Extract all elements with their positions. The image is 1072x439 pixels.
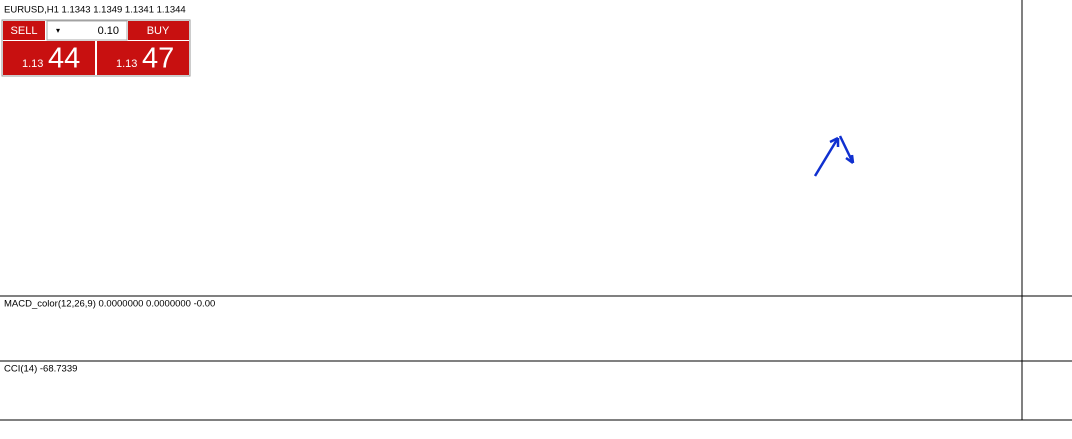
buy-price-box[interactable] [97, 41, 189, 75]
sell-price-big[interactable]: 44 [48, 43, 80, 75]
buy-price-big[interactable]: 47 [142, 43, 174, 75]
lot-down[interactable]: ▾ [56, 26, 60, 35]
sell-price-box[interactable] [3, 41, 95, 75]
trade-panel: SELL ▾ 0.10 BUY 1.13 44 1.13 47 [1, 19, 191, 77]
lot-input[interactable] [46, 20, 128, 41]
sell-button[interactable] [3, 21, 45, 40]
cci-title: CCI(14) -68.7339 [4, 364, 77, 375]
lot-value[interactable]: 0.10 [98, 25, 119, 37]
sell-price-prefix[interactable]: 1.13 [22, 58, 43, 70]
chart-header: EURUSD,H1 1.1343 1.1349 1.1341 1.1344 [4, 5, 186, 16]
sell-label[interactable]: SELL [11, 25, 38, 37]
macd-title: MACD_color(12,26,9) 0.0000000 0.0000000 … [4, 299, 215, 310]
buy-label[interactable]: BUY [147, 25, 170, 37]
annotation-arrows [813, 135, 855, 177]
buy-button[interactable] [128, 21, 189, 40]
buy-price-prefix[interactable]: 1.13 [116, 58, 137, 70]
